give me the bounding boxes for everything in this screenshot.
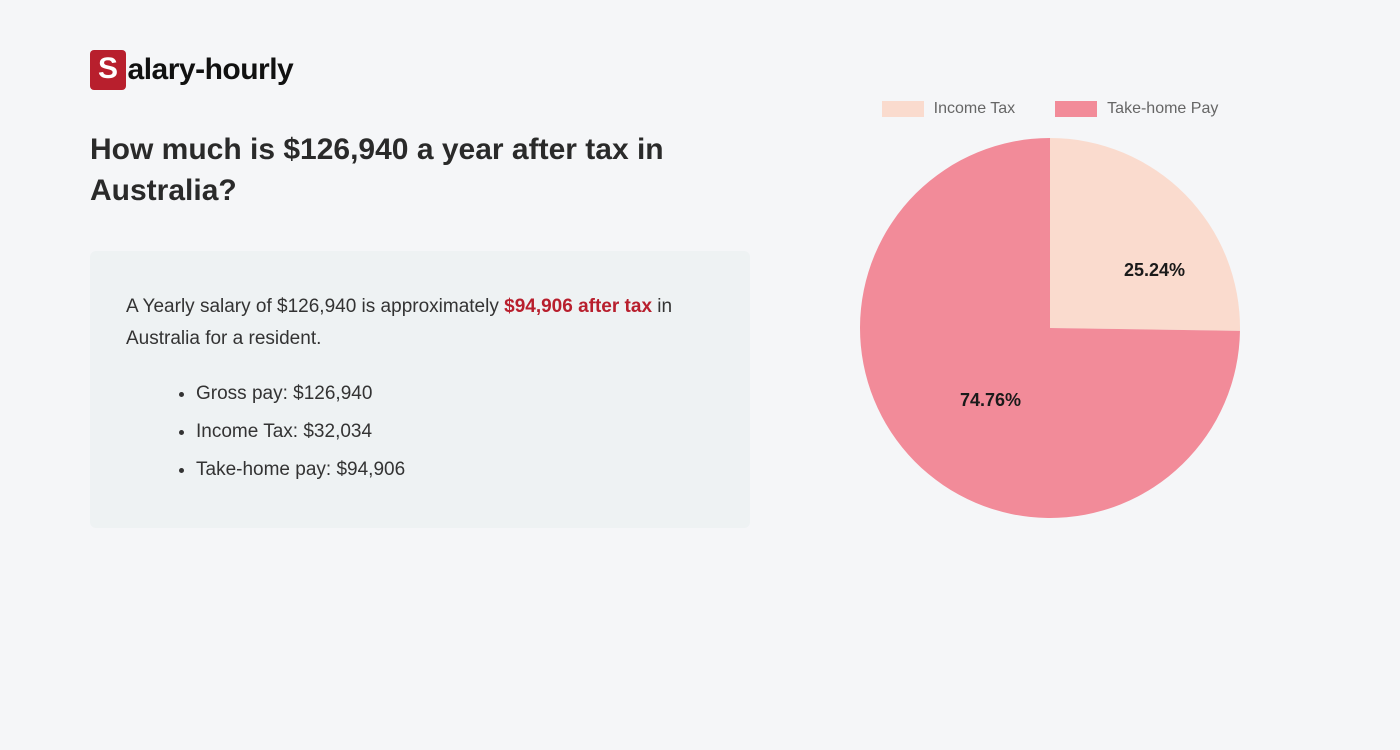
list-item: Gross pay: $126,940: [196, 378, 714, 410]
chart-legend: Income Tax Take-home Pay: [882, 100, 1219, 118]
pie-slice-label-tax: 25.24%: [1124, 260, 1185, 281]
summary-highlight: $94,906 after tax: [504, 296, 652, 317]
summary-text: A Yearly salary of $126,940 is approxima…: [126, 291, 714, 356]
logo-badge: S: [90, 50, 126, 90]
summary-text-before: A Yearly salary of $126,940 is approxima…: [126, 296, 504, 317]
summary-card: A Yearly salary of $126,940 is approxima…: [90, 251, 750, 528]
summary-list: Gross pay: $126,940 Income Tax: $32,034 …: [126, 378, 714, 487]
legend-swatch: [882, 101, 924, 117]
pie-svg: [860, 138, 1240, 518]
legend-label: Take-home Pay: [1107, 100, 1218, 118]
legend-label: Income Tax: [934, 100, 1016, 118]
list-item: Take-home pay: $94,906: [196, 454, 714, 486]
pie-slice-label-takehome: 74.76%: [960, 390, 1021, 411]
logo-text: alary-hourly: [128, 53, 294, 87]
legend-item-takehome: Take-home Pay: [1055, 100, 1218, 118]
site-logo: Salary-hourly: [90, 50, 1310, 90]
pie-chart: 25.24% 74.76%: [860, 138, 1240, 518]
list-item: Income Tax: $32,034: [196, 416, 714, 448]
page-title: How much is $126,940 a year after tax in…: [90, 130, 750, 211]
legend-item-income-tax: Income Tax: [882, 100, 1016, 118]
legend-swatch: [1055, 101, 1097, 117]
